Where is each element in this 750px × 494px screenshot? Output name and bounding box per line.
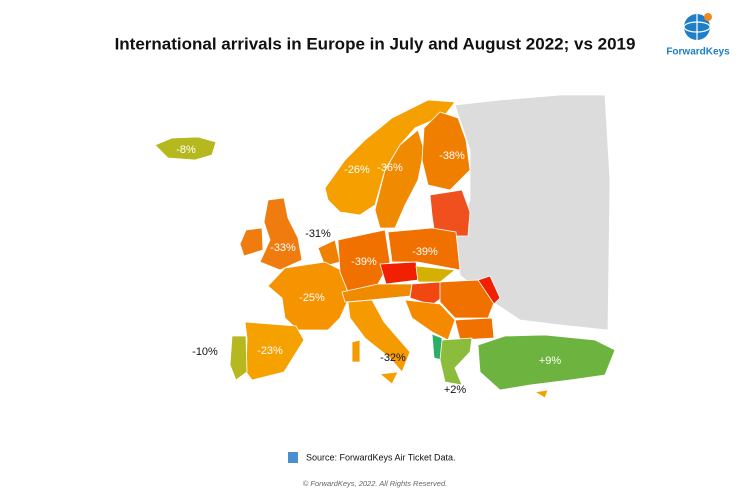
czechia xyxy=(379,261,419,285)
sardinia xyxy=(351,339,361,363)
portugal xyxy=(229,335,248,381)
bulgaria xyxy=(454,317,495,341)
italy xyxy=(347,299,411,373)
region-labels: -8% -26% -36% -38% -31% -33% -39% -39% -… xyxy=(176,144,561,396)
source: Source: ForwardKeys Air Ticket Data. xyxy=(306,452,456,462)
label-italy: -32% xyxy=(380,352,406,364)
copyright: © ForwardKeys, 2022. All Rights Reserved… xyxy=(303,479,447,488)
greece xyxy=(439,337,473,386)
moldova xyxy=(477,275,501,305)
label-portugal: -10% xyxy=(192,346,218,358)
benelux xyxy=(317,239,341,267)
map xyxy=(154,94,616,399)
iceland xyxy=(154,136,217,161)
title: International arrivals in Europe in July… xyxy=(115,34,636,53)
norway xyxy=(324,99,456,216)
label-france: -25% xyxy=(299,292,325,304)
spain xyxy=(244,321,305,381)
label-uk: -33% xyxy=(270,242,296,254)
france xyxy=(267,261,349,331)
label-greece: +2% xyxy=(444,384,467,396)
logo-text: ForwardKeys xyxy=(666,47,730,58)
ireland xyxy=(239,227,264,257)
sweden xyxy=(374,129,425,229)
label-turkey: +9% xyxy=(539,355,562,367)
logo-dot xyxy=(704,13,712,21)
baltics xyxy=(429,189,471,237)
label-sweden: -36% xyxy=(377,162,403,174)
slovakia xyxy=(415,265,457,283)
label-poland: -39% xyxy=(412,246,438,258)
sicily xyxy=(379,371,399,385)
source-icon xyxy=(288,452,298,463)
russia-region xyxy=(454,94,611,331)
finland xyxy=(421,111,471,191)
label-spain: -23% xyxy=(257,345,283,357)
label-benelux: -31% xyxy=(305,228,331,240)
cyprus xyxy=(533,389,549,399)
logo: ForwardKeys xyxy=(666,13,730,58)
uk xyxy=(259,197,303,271)
label-iceland: -8% xyxy=(176,144,196,156)
poland xyxy=(387,227,461,271)
turkey xyxy=(477,334,616,391)
label-finland: -38% xyxy=(439,150,465,162)
label-germany: -39% xyxy=(351,256,377,268)
label-norway: -26% xyxy=(344,164,370,176)
